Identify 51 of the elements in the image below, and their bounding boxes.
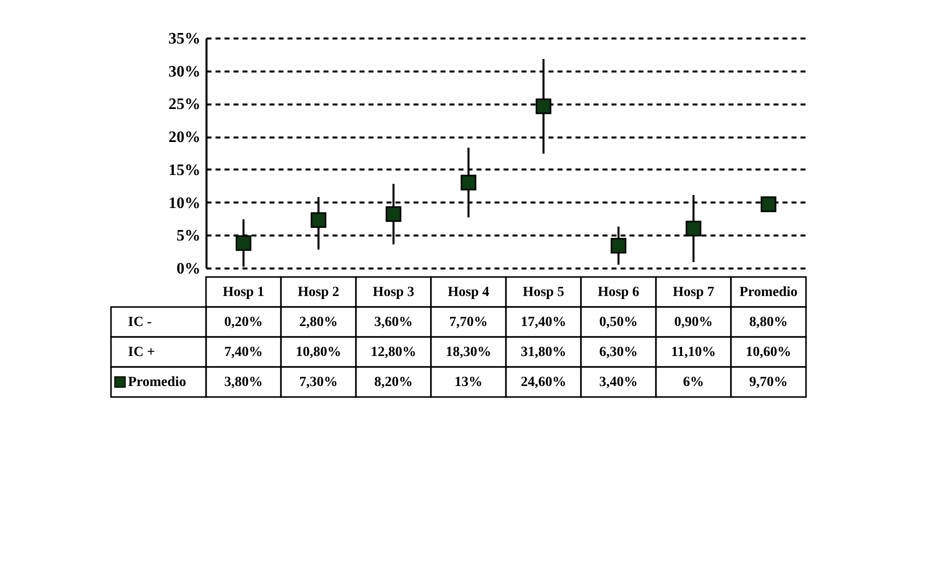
text: 6,30% [599,345,638,360]
point [460,174,476,190]
y-tick-label: 20% [168,129,200,146]
x-tick-label: Hosp 2 [298,285,340,300]
point [236,235,252,251]
x-tick-label: Hosp 5 [522,285,564,300]
text: 31,80% [520,345,566,360]
x-tick-label: Promedio [739,285,798,300]
text: 7,70% [449,315,488,330]
text: 12,80% [370,345,416,360]
point [610,238,626,254]
y-tick-label: 10% [168,194,200,212]
text: 18,30% [446,345,492,360]
legend-label: Promedio [128,375,186,390]
y-tick-label: 5% [176,228,200,245]
data-label: 9,70% [749,375,788,390]
text: 0,90% [674,315,713,330]
data-label: 7,30% [299,375,338,390]
y-tick-label: 30% [168,63,200,80]
text: IC + [128,345,156,360]
x-tick-label: Hosp 3 [372,285,414,300]
y-tick-label: 25% [168,96,200,114]
point [686,220,702,236]
data-label: 8,20% [374,375,413,390]
point [386,206,402,222]
data-label: 13% [454,375,482,390]
data-label: 3,80% [224,375,263,390]
text: IC - [128,315,152,330]
y-tick-label: 35% [168,30,200,48]
data-label: 24,60% [520,375,566,390]
text: 8,80% [749,315,788,330]
text: 17,40% [520,315,566,330]
text: 3,60% [374,315,413,330]
y-tick-label: 15% [168,162,200,179]
x-tick-label: Hosp 4 [448,285,490,300]
x-tick-label: Hosp 6 [598,285,640,300]
text: 2,80% [299,315,338,330]
y-tick-label: 0% [176,260,200,278]
x-tick-label: Hosp 7 [672,285,714,300]
point [310,212,326,228]
text: 10,60% [746,345,792,360]
data-label: 6% [683,375,704,390]
data-label: 3,40% [599,375,638,390]
text: 7,40% [224,345,263,360]
point [536,98,552,114]
x-tick-label: Hosp 1 [222,285,264,300]
point [760,196,776,212]
text: 0,20% [224,315,263,330]
text: 10,80% [296,345,342,360]
text: 11,10% [671,345,716,360]
text: 0,50% [599,315,638,330]
